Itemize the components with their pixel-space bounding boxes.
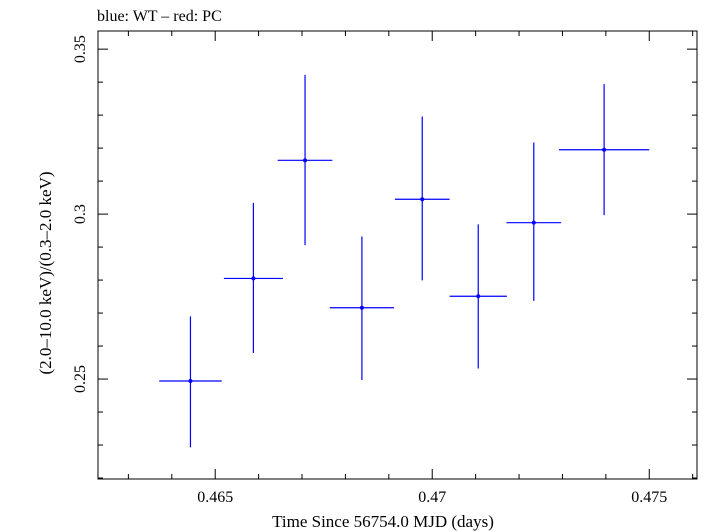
data-point xyxy=(420,197,425,202)
data-point xyxy=(602,147,607,152)
axis-ticks xyxy=(98,31,697,479)
data-point xyxy=(476,294,481,299)
plot-frame xyxy=(97,30,698,480)
y-tick-label: 0.25 xyxy=(72,365,89,393)
y-tick-label: 0.3 xyxy=(72,204,89,224)
data-point xyxy=(531,220,536,225)
data-point xyxy=(188,379,193,384)
data-point xyxy=(251,276,256,281)
x-axis-label: Time Since 56754.0 MJD (days) xyxy=(272,512,494,531)
x-tick-label: 0.475 xyxy=(631,489,667,506)
y-tick-label: 0.35 xyxy=(72,35,89,63)
chart-title: blue: WT – red: PC xyxy=(97,8,222,25)
data-point xyxy=(303,158,308,163)
y-axis-label: (2.0–10.0 keV)/(0.3–2.0 keV) xyxy=(36,171,55,374)
x-tick-label: 0.465 xyxy=(197,489,233,506)
x-tick-label: 0.47 xyxy=(418,489,446,506)
data-points xyxy=(159,74,650,448)
data-point xyxy=(359,305,364,310)
tick-labels: 0.465 0.47 0.475 0.25 0.3 0.35 xyxy=(72,35,667,506)
